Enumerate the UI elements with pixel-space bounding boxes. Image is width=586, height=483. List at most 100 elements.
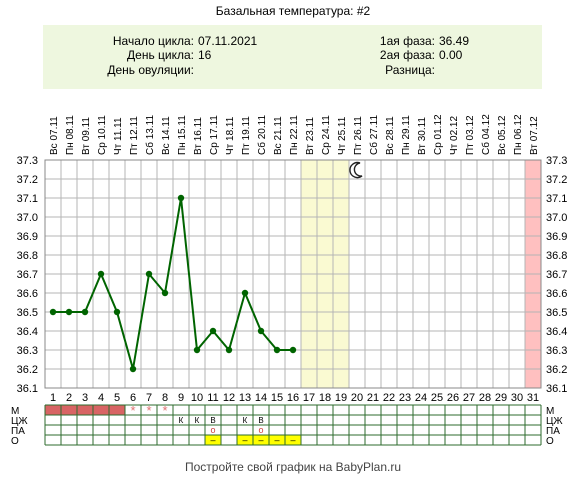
y-tick-label-left: 36.7 <box>17 269 38 281</box>
date-label: Вт 30.11 <box>417 117 428 155</box>
y-tick-label-right: 37.2 <box>546 174 567 186</box>
date-label: Вт 23.11 <box>305 117 316 155</box>
date-label: Сб 13.11 <box>144 115 156 155</box>
date-label: Вт 07.12 <box>529 116 540 155</box>
day-number-label: 30 <box>511 392 523 404</box>
temperature-point <box>241 289 249 297</box>
date-label: Ср 01.12 <box>433 114 444 155</box>
temperature-point <box>225 346 233 354</box>
o-mark: – <box>242 435 247 445</box>
row-label-right: ПА <box>546 426 560 437</box>
phase1-label: 1ая фаза: <box>379 34 435 48</box>
date-label: Вс 05.12 <box>497 115 508 155</box>
y-tick-label-left: 37.2 <box>17 174 38 186</box>
asterisk-mark: * <box>162 403 167 418</box>
chart-title: Базальная температура: #2 <box>215 4 371 18</box>
date-label: Пн 22.11 <box>289 115 300 155</box>
date-label: Ср 10.11 <box>97 115 108 155</box>
day-number-label: 19 <box>335 392 347 404</box>
phase1-value: 36.49 <box>439 34 470 48</box>
phase2-label: 2ая фаза: <box>379 48 435 62</box>
temperature-point <box>145 270 153 278</box>
cycle-start-value: 07.11.2021 <box>198 34 258 48</box>
day-number-label: 9 <box>178 392 184 404</box>
cycle-start-label: Начало цикла: <box>112 34 194 48</box>
day-number-label: 22 <box>383 392 395 404</box>
date-label: Пн 29.11 <box>401 115 412 155</box>
y-tick-label-right: 36.5 <box>546 307 567 319</box>
o-mark: – <box>210 435 215 445</box>
cervical-fluid-mark: В <box>258 416 263 425</box>
temperature-point <box>209 327 217 335</box>
day-number-label: 23 <box>399 392 411 404</box>
y-tick-label-left: 36.5 <box>17 307 38 319</box>
row-label-right: М <box>546 406 554 417</box>
intercourse-mark: o <box>210 425 215 435</box>
day-number-label: 2 <box>66 392 72 404</box>
y-tick-label-right: 36.2 <box>546 364 567 376</box>
cycle-day-value: 16 <box>198 48 212 62</box>
y-tick-labels: 36.1 36.1 36.2 36.2 36.3 36.3 36.4 36.4 36.5 36.5… <box>17 155 568 395</box>
day-number-label: 6 <box>130 392 136 404</box>
day-number-label: 13 <box>239 392 251 404</box>
day-number-label: 11 <box>207 392 218 404</box>
day-number-label: 21 <box>367 392 379 404</box>
day-number-label: 28 <box>479 392 491 404</box>
y-tick-label-left: 37.3 <box>17 155 38 167</box>
row-label-left: О <box>11 436 19 447</box>
y-tick-label-right: 36.4 <box>546 326 567 338</box>
o-cell <box>253 435 269 445</box>
date-label: Вс 14.11 <box>161 116 172 155</box>
day-number-label: 20 <box>351 392 363 404</box>
day-number-label: 18 <box>319 392 331 404</box>
cervical-fluid-mark: К <box>195 416 200 425</box>
y-tick-label-left: 36.6 <box>17 288 38 300</box>
y-tick-label-left: 36.1 <box>17 383 38 395</box>
temperature-point <box>97 270 105 278</box>
row-label-left: М <box>11 406 19 417</box>
day-number-label: 5 <box>114 392 120 404</box>
day-number-label: 27 <box>463 392 475 404</box>
date-labels: Вс 07.11 Пн 08.11 Вт 09.11 Ср 10.11 Чт 11.11… <box>49 114 540 155</box>
y-tick-label-left: 37.1 <box>17 193 38 205</box>
day-number-label: 4 <box>98 392 104 404</box>
y-tick-label-right: 36.9 <box>546 231 567 243</box>
menstruation-cell <box>93 405 109 415</box>
temperature-series <box>49 161 363 373</box>
cervical-fluid-mark: К <box>179 416 184 425</box>
temperature-point <box>113 308 121 316</box>
temperature-point <box>161 289 169 297</box>
o-mark: – <box>274 435 279 445</box>
ovulation-day-label: День овуляции: <box>107 63 194 77</box>
y-tick-label-right: 36.8 <box>546 250 567 262</box>
o-cell <box>205 435 221 445</box>
date-label: Вт 16.11 <box>193 117 204 155</box>
y-tick-label-left: 36.3 <box>17 345 38 357</box>
y-tick-label-left: 36.8 <box>17 250 38 262</box>
date-label: Пт 03.12 <box>465 115 476 155</box>
menstruation-cell <box>45 405 61 415</box>
day-number-label: 29 <box>495 392 507 404</box>
temperature-point <box>193 346 201 354</box>
day-number-label: 10 <box>191 392 203 404</box>
date-label: Пт 19.11 <box>241 116 252 155</box>
day-number-label: 25 <box>431 392 443 404</box>
date-label: Чт 02.12 <box>449 116 460 155</box>
y-tick-label-right: 36.3 <box>546 345 567 357</box>
day-number-label: 7 <box>146 392 152 404</box>
row-label-right: О <box>546 436 554 447</box>
footer-link[interactable]: Постройте свой график на BabyPlan.ru <box>184 460 402 474</box>
row-label-left: ЦЖ <box>11 416 28 427</box>
difference-label: Разница: <box>385 63 435 77</box>
date-label: Сб 20.11 <box>256 115 268 155</box>
menstruation-cell <box>61 405 77 415</box>
temperature-line <box>53 197 293 370</box>
y-tick-label-right: 36.6 <box>546 288 567 300</box>
temperature-point <box>177 194 185 202</box>
date-label: Вт 09.11 <box>81 117 92 155</box>
cervical-fluid-mark: В <box>210 416 215 425</box>
asterisk-mark: * <box>130 403 135 418</box>
temperature-point <box>257 327 265 335</box>
